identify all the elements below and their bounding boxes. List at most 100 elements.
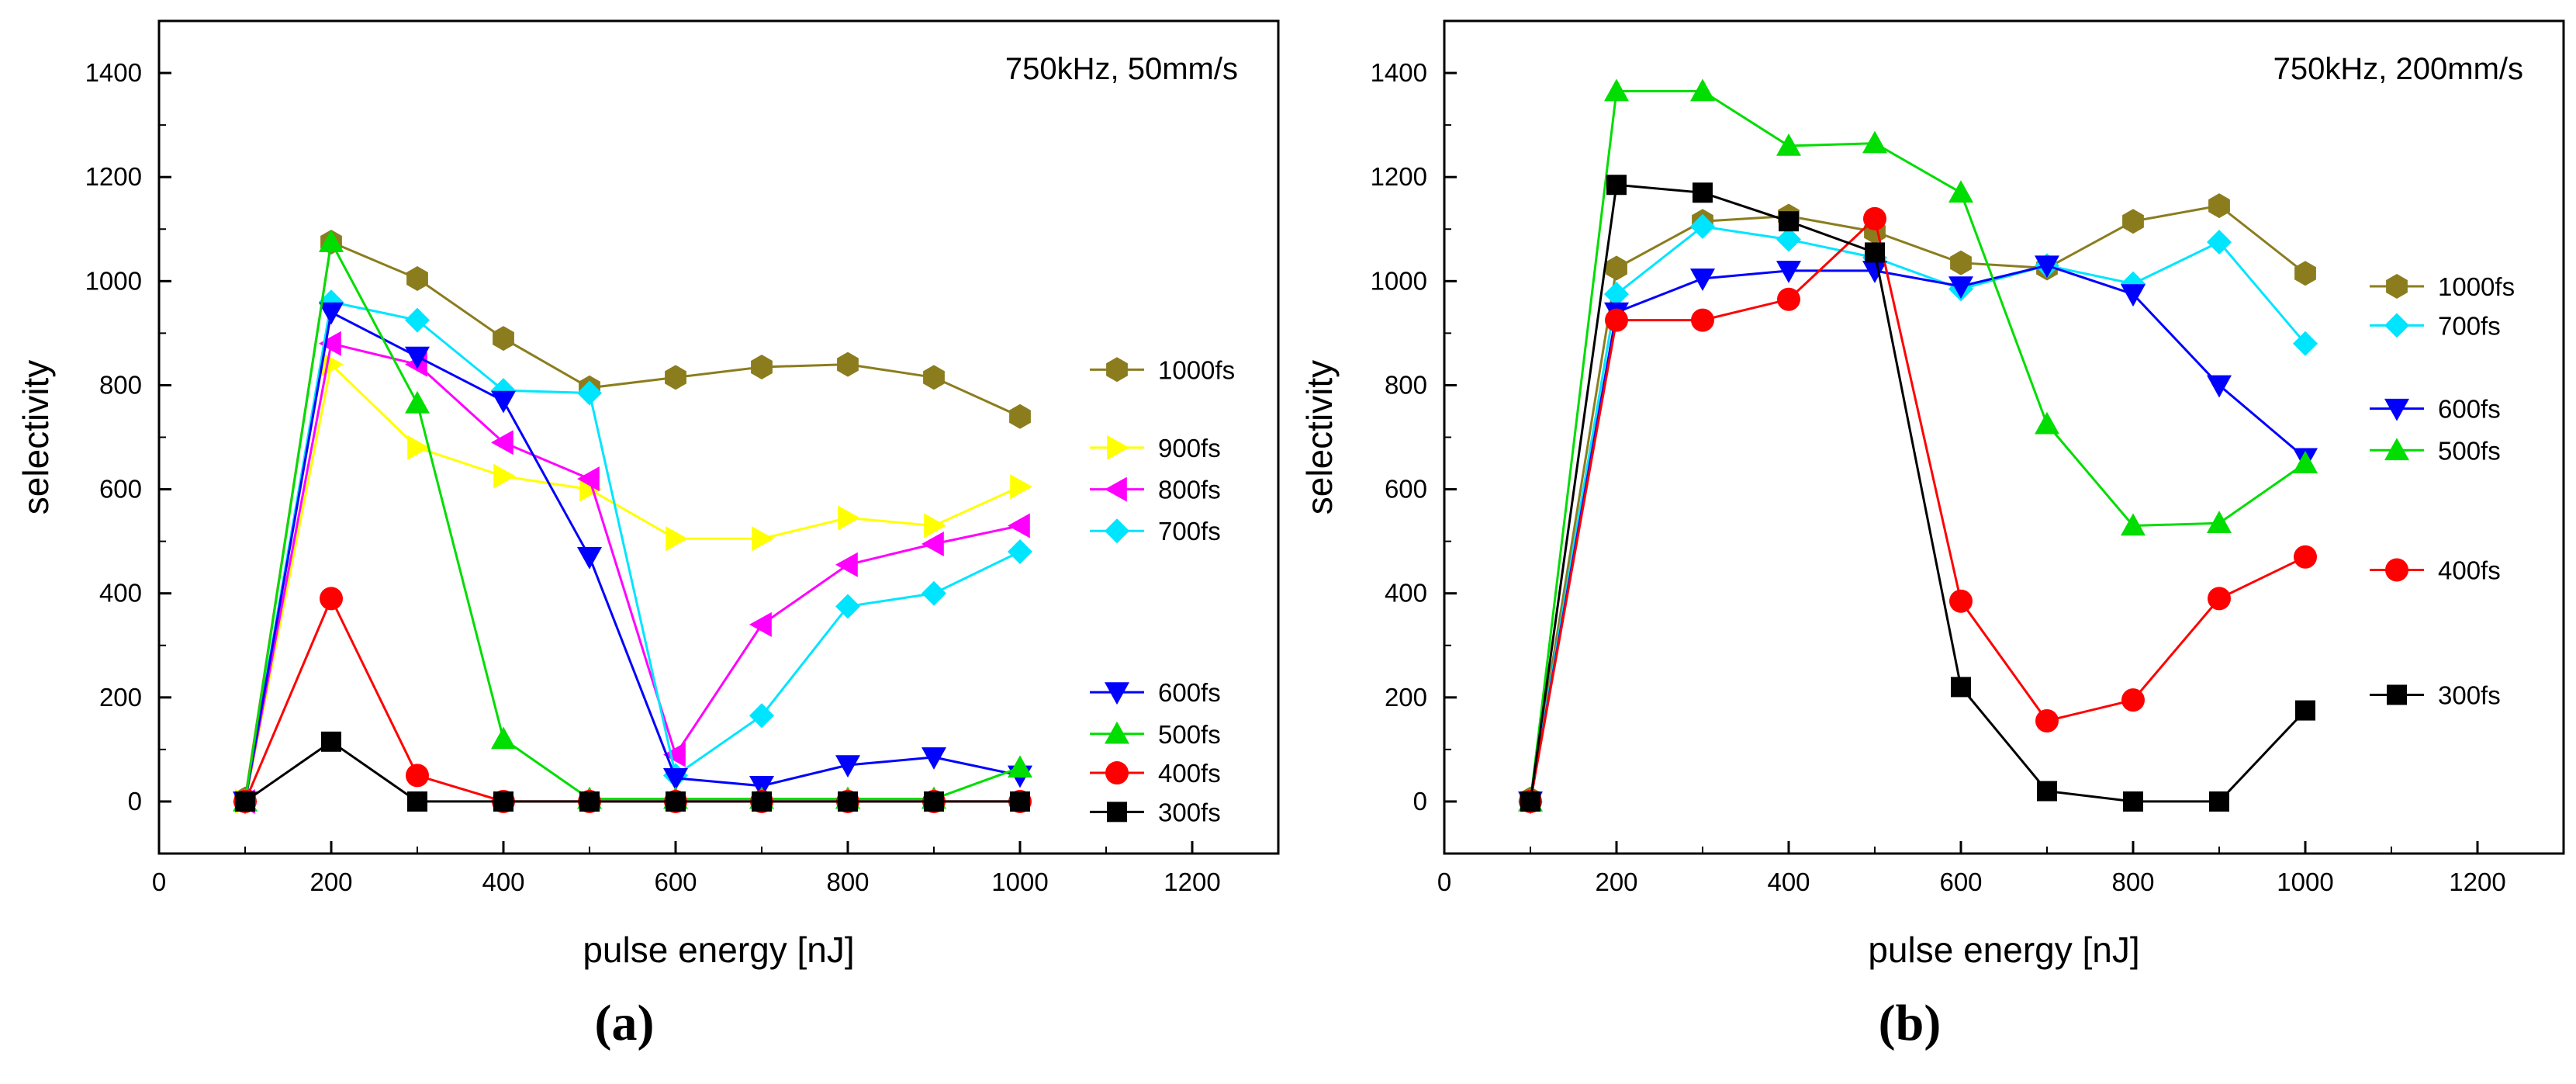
panel-a-x-tick-label: 800	[826, 868, 869, 896]
panel-b-legend-marker	[2384, 313, 2409, 338]
panel-a-series-1000fs	[234, 230, 1031, 812]
panel-b-y-tick-label: 0	[1413, 787, 1427, 816]
panel-a-data-point-400fs	[320, 587, 343, 611]
panel-b-data-point-700fs	[1604, 282, 1629, 307]
panel-b-condition-label: 750kHz, 200mm/s	[2273, 52, 2523, 86]
panel-a-legend-marker	[1106, 357, 1128, 383]
panel-a-series-line-900fs	[244, 362, 1021, 802]
panel-b-data-point-300fs	[2209, 791, 2229, 812]
panel-a-legend-label: 400fs	[1158, 759, 1221, 788]
panel-a-data-point-500fs	[319, 230, 344, 252]
panel-a-legend-label: 1000fs	[1158, 355, 1235, 384]
panel-b-series-500fs	[1518, 78, 2318, 812]
panel-a-data-point-500fs	[491, 726, 516, 750]
panel-a-y-tick-label: 200	[99, 683, 142, 712]
panel-a-data-point-800fs	[491, 430, 513, 455]
panel-a-data-point-300fs	[235, 791, 255, 812]
panel-b-series-line-300fs	[1529, 183, 2307, 803]
panel-b-data-point-600fs	[1862, 261, 1887, 283]
panel-b-data-point-700fs	[1776, 227, 1801, 252]
panel-a-legend-marker	[1105, 721, 1129, 744]
panel-a-x-tick-label: 400	[482, 868, 524, 896]
panel-a-data-point-900fs	[924, 513, 946, 539]
panel-a-y-tick-label: 0	[128, 787, 142, 816]
panel-b-y-axis-title: selectivity	[1299, 360, 1340, 514]
panel-b-legend-entry-1000fs: 1000fs	[2370, 272, 2515, 301]
panel-b-data-point-400fs	[1863, 206, 1886, 230]
panel-b-data-point-300fs	[1693, 182, 1713, 203]
panel-b-data-point-1000fs	[2208, 193, 2230, 219]
panel-a-series-800fs	[233, 331, 1030, 814]
panel-a-chart: 0 200 400 600 800 1000 1200 1400 0 200 400 600 800 10…	[16, 19, 1280, 1051]
panel-b-y-tick-label: 1000	[1371, 266, 1427, 295]
panel-a-data-point-300fs	[579, 791, 600, 812]
panel-a-condition-label: 750kHz, 50mm/s	[1005, 52, 1238, 86]
panel-a-legend-label: 700fs	[1158, 517, 1221, 545]
panel-a-y-tick-label: 1000	[85, 266, 142, 295]
panel-b-x-tick-label: 1200	[2449, 868, 2505, 896]
panel-a-data-point-800fs	[749, 611, 772, 637]
panel-a-data-point-600fs	[405, 346, 430, 369]
panel-a-data-point-1000fs	[837, 352, 859, 377]
panel-b-data-point-300fs	[2037, 781, 2057, 802]
panel-b-data-point-700fs	[2293, 331, 2318, 356]
panel-a-x-tick-label: 1200	[1164, 868, 1220, 896]
panel-a-series-500fs	[233, 230, 1032, 812]
panel-b-x-tick-label: 400	[1767, 868, 1810, 896]
panel-a-data-point-300fs	[838, 791, 858, 812]
panel-b-legend-marker	[2387, 684, 2407, 705]
panel-a-legend-label: 600fs	[1158, 678, 1221, 707]
panel-a-data-point-800fs	[663, 742, 686, 767]
panel-a-legend-marker	[1107, 435, 1129, 460]
panel-b-legend-marker	[2386, 274, 2408, 299]
panel-a-data-point-900fs	[838, 505, 860, 531]
panel-a-data-point-1000fs	[493, 326, 514, 352]
panel-a-data-point-300fs	[407, 791, 427, 812]
panel-a-legend-marker	[1105, 476, 1127, 502]
panel-b-data-point-500fs	[1862, 130, 1887, 154]
panel-a-data-point-700fs	[835, 594, 860, 619]
panel-a-data-point-700fs	[749, 703, 774, 729]
panel-a-y-tick-label: 600	[99, 475, 142, 504]
panel-a-data-point-300fs	[493, 791, 513, 812]
panel-a-data-point-300fs	[924, 791, 944, 812]
panel-b-data-point-1000fs	[2122, 209, 2144, 234]
panel-a-x-tick-label: 600	[654, 868, 697, 896]
panel-b-legend-marker	[2385, 558, 2408, 582]
panel-b-data-point-300fs	[1520, 791, 1540, 812]
panel-a-data-point-900fs	[752, 526, 774, 552]
panel-b-series-line-700fs	[1529, 225, 2307, 802]
panel-b-data-point-1000fs	[1950, 250, 1972, 275]
panel-b-legend-label: 300fs	[2438, 681, 2501, 709]
panel-a-series-line-800fs	[244, 341, 1021, 802]
panel-a-legend-label: 800fs	[1158, 476, 1221, 504]
panel-a-series-400fs	[233, 587, 1032, 813]
panel-a-legend-marker	[1107, 802, 1127, 823]
panel-b-y-tick-label: 1200	[1371, 162, 1427, 191]
panel-b-data-point-300fs	[1865, 242, 1885, 263]
panel-a-data-point-700fs	[405, 307, 430, 333]
panel-b-data-point-400fs	[1605, 308, 1628, 332]
panel-a-legend-entry-500fs: 500fs	[1090, 720, 1221, 749]
panel-b-data-point-700fs	[2207, 230, 2232, 255]
panel-b-legend-entry-400fs: 400fs	[2370, 556, 2501, 585]
panel-a-data-point-400fs	[406, 764, 429, 788]
panel-b-data-point-600fs	[2121, 284, 2146, 307]
panel-a-legend-entry-1000fs: 1000fs	[1090, 355, 1235, 384]
panel-b-chart: 0 200 400 600 800 1000 1200 1400 0 200 400 600 800 10…	[1299, 19, 2565, 1051]
panel-b-series-600fs	[1518, 255, 2318, 814]
panel-a-data-point-300fs	[752, 791, 772, 812]
panel-b-data-point-400fs	[1691, 308, 1714, 332]
panel-a-series-line-500fs	[244, 238, 1021, 802]
panel-a-y-tick-label: 1200	[85, 162, 142, 191]
panel-b-legend-label: 700fs	[2438, 311, 2501, 340]
panel-a-legend-label: 900fs	[1158, 434, 1221, 462]
panel-a-series-line-1000fs	[244, 240, 1021, 799]
panel-b-data-point-700fs	[1690, 213, 1715, 239]
panel-a-legend-entry-700fs: 700fs	[1090, 517, 1221, 545]
panel-b-legend-entry-700fs: 700fs	[2370, 311, 2501, 340]
panel-a-legend-entry-800fs: 800fs	[1090, 476, 1221, 504]
panel-b-data-point-300fs	[1779, 211, 1799, 232]
panel-a-series-600fs	[233, 302, 1032, 814]
